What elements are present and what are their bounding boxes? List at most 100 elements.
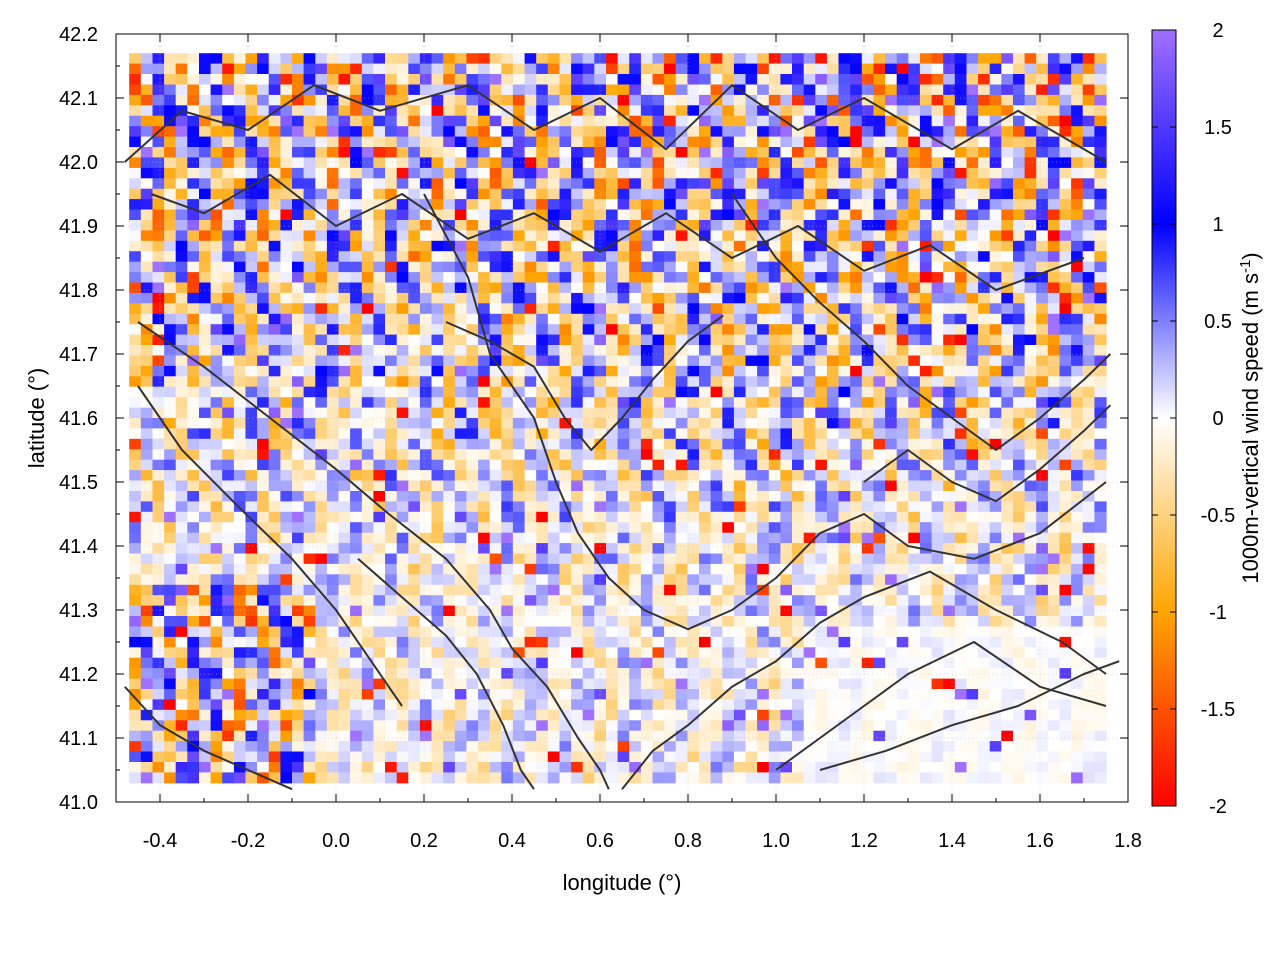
heatmap-cell (594, 428, 607, 440)
heatmap-cell (792, 178, 805, 190)
heatmap-cell (768, 470, 781, 482)
heatmap-cell (536, 94, 549, 106)
heatmap-cell (199, 522, 212, 534)
heatmap-cell (233, 74, 247, 85)
heatmap-cell (652, 522, 665, 534)
heatmap-cell (536, 511, 549, 523)
heatmap-cell (536, 188, 549, 200)
heatmap-cell (1071, 574, 1084, 586)
heatmap-cell (222, 418, 235, 429)
heatmap-cell (640, 251, 654, 263)
heatmap-cell (326, 491, 340, 502)
heatmap-cell (547, 480, 560, 492)
heatmap-cell (722, 532, 735, 544)
heatmap-cell (664, 459, 677, 471)
heatmap-cell (292, 272, 305, 284)
heatmap-cell (152, 532, 165, 544)
heatmap-cell (408, 522, 421, 534)
heatmap-cell (687, 188, 700, 200)
heatmap-cell (1047, 188, 1061, 200)
heatmap-cell (815, 126, 828, 138)
heatmap-cell (989, 199, 1002, 211)
heatmap-cell (1024, 313, 1037, 325)
heatmap-cell (710, 188, 723, 200)
heatmap-cell (1013, 480, 1026, 492)
heatmap-cell (629, 532, 642, 544)
heatmap-cell (1024, 126, 1037, 138)
heatmap-cell (129, 292, 142, 304)
heatmap-cell (1059, 386, 1072, 398)
heatmap-cell (1024, 449, 1037, 461)
heatmap-cell (757, 115, 770, 127)
heatmap-cell (989, 470, 1002, 482)
heatmap-cell (617, 480, 630, 492)
heatmap-cell (803, 105, 816, 117)
heatmap-cell (280, 313, 293, 325)
heatmap-cell (815, 438, 828, 450)
heatmap-cell (326, 292, 340, 304)
heatmap-cell (1036, 365, 1049, 377)
heatmap-cell (547, 355, 560, 367)
heatmap-cell (617, 605, 630, 617)
heatmap-cell (768, 178, 781, 190)
heatmap-cell (629, 553, 642, 565)
heatmap-cell (396, 136, 409, 148)
heatmap-cell (885, 334, 898, 346)
heatmap-cell (164, 136, 177, 148)
heatmap-cell (1094, 584, 1107, 596)
heatmap-cell (919, 94, 933, 106)
heatmap-cell (1047, 261, 1061, 273)
heatmap-cell (431, 303, 444, 315)
heatmap-cell (315, 230, 328, 242)
heatmap-cell (1024, 480, 1037, 492)
heatmap-cell (908, 553, 921, 565)
heatmap-cell (850, 616, 863, 627)
heatmap-cell (466, 136, 479, 148)
heatmap-cell (919, 563, 933, 575)
heatmap-cell (815, 657, 828, 669)
heatmap-cell (838, 261, 851, 273)
heatmap-cell (652, 459, 665, 471)
heatmap-cell (652, 105, 665, 117)
heatmap-cell (199, 553, 212, 565)
heatmap-cell (873, 303, 886, 315)
heatmap-cell (1094, 626, 1107, 638)
heatmap-cell (745, 313, 758, 325)
heatmap-cell (466, 115, 479, 127)
heatmap-cell (652, 407, 665, 419)
heatmap-cell (524, 115, 537, 127)
heatmap-cell (722, 449, 735, 461)
heatmap-cell (292, 230, 305, 242)
heatmap-cell (187, 616, 200, 627)
heatmap-cell (629, 126, 642, 138)
heatmap-cell (675, 313, 688, 325)
heatmap-cell (536, 647, 549, 659)
heatmap-cell (559, 428, 572, 440)
heatmap-cell (408, 470, 421, 482)
heatmap-cell (571, 626, 584, 638)
heatmap-cell (292, 563, 305, 575)
heatmap-cell (268, 188, 281, 200)
heatmap-cell (989, 563, 1002, 575)
heatmap-cell (745, 657, 758, 669)
heatmap-cell (547, 84, 560, 96)
heatmap-cell (931, 53, 944, 65)
heatmap-cell (199, 365, 212, 377)
heatmap-cell (617, 407, 630, 419)
heatmap-cell (524, 563, 537, 575)
heatmap-cell (385, 303, 398, 315)
heatmap-cell (606, 178, 619, 190)
heatmap-cell (350, 313, 363, 325)
heatmap-cell (350, 459, 363, 471)
heatmap-cell (896, 220, 909, 231)
heatmap-cell (664, 397, 677, 409)
heatmap-cell (350, 407, 363, 419)
heatmap-cell (501, 220, 514, 231)
heatmap-cell (338, 126, 351, 138)
heatmap-cell (222, 553, 235, 565)
heatmap-cell (664, 407, 677, 419)
heatmap-cell (966, 188, 979, 200)
heatmap-cell (815, 407, 828, 419)
heatmap-cell (315, 53, 328, 65)
heatmap-cell (1036, 459, 1049, 471)
